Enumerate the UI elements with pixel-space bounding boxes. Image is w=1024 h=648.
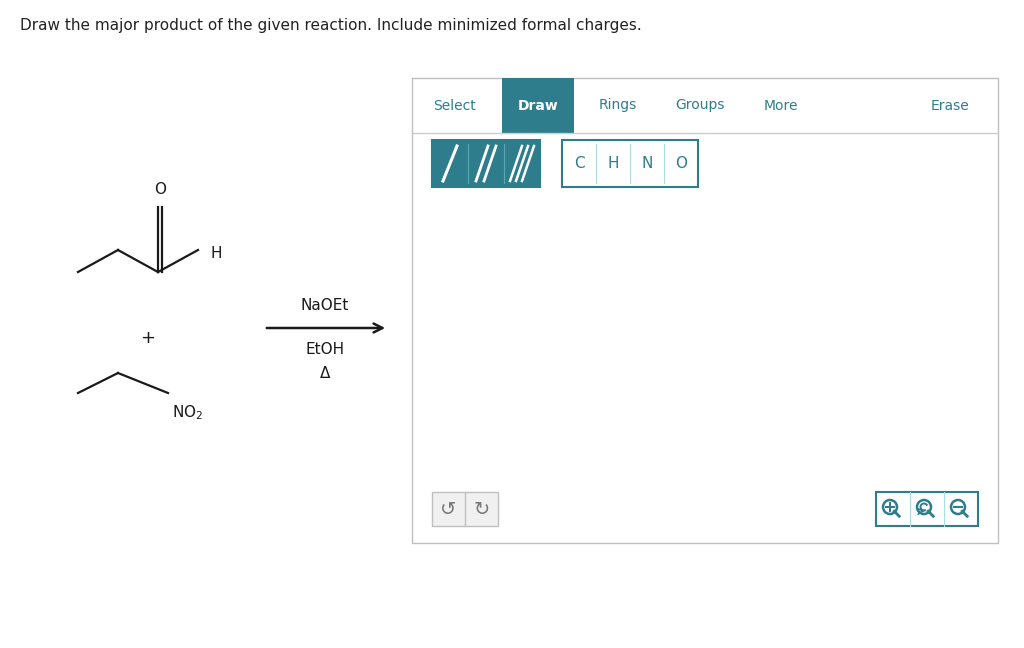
Text: Groups: Groups xyxy=(675,98,725,113)
Text: C: C xyxy=(573,156,585,171)
Text: NaOEt: NaOEt xyxy=(301,299,349,314)
Text: Draw: Draw xyxy=(517,98,558,113)
Text: More: More xyxy=(764,98,799,113)
Bar xyxy=(432,140,540,187)
Text: Erase: Erase xyxy=(931,98,970,113)
Text: Draw the major product of the given reaction. Include minimized formal charges.: Draw the major product of the given reac… xyxy=(20,18,642,33)
Bar xyxy=(876,492,978,526)
Text: ↺: ↺ xyxy=(440,500,457,518)
Bar xyxy=(502,78,574,133)
Text: +: + xyxy=(140,329,156,347)
Text: O: O xyxy=(154,182,166,197)
Text: NO$_2$: NO$_2$ xyxy=(172,404,203,422)
Text: O: O xyxy=(675,156,687,171)
Text: H: H xyxy=(210,246,221,260)
Text: N: N xyxy=(641,156,652,171)
Bar xyxy=(412,78,998,543)
Bar xyxy=(432,492,498,526)
Text: H: H xyxy=(607,156,618,171)
Text: Rings: Rings xyxy=(599,98,637,113)
Bar xyxy=(562,140,698,187)
Text: EtOH: EtOH xyxy=(305,343,344,358)
Text: ↻: ↻ xyxy=(473,500,489,518)
Text: Select: Select xyxy=(433,98,476,113)
Text: Δ: Δ xyxy=(319,367,330,382)
